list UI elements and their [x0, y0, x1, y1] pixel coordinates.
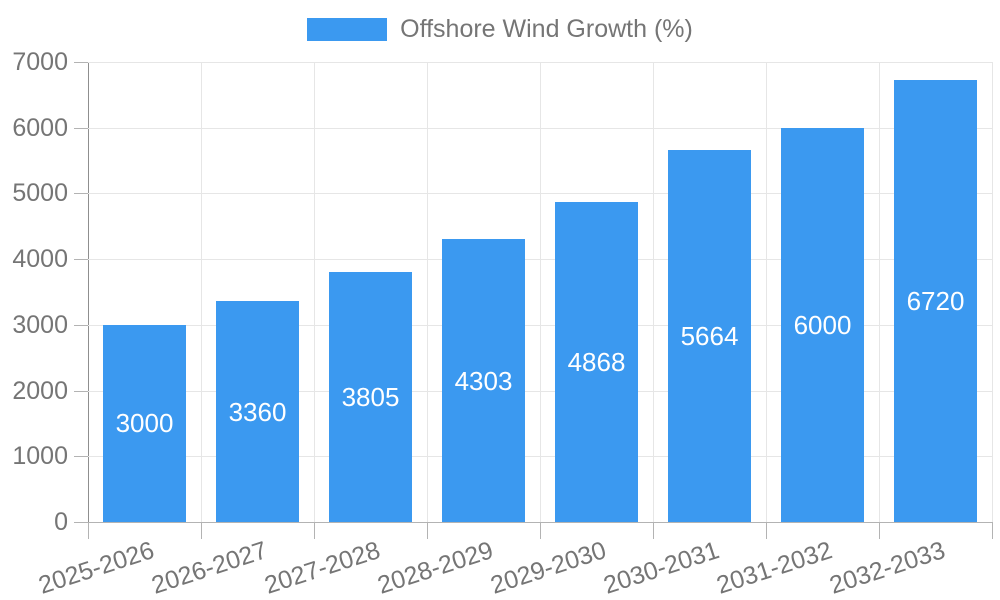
y-axis-tick-label: 0 [54, 508, 68, 536]
y-axis-tick-label: 4000 [12, 245, 68, 274]
chart-legend[interactable]: Offshore Wind Growth (%) [0, 17, 1000, 42]
y-axis-tick [74, 456, 88, 458]
bar-value-label: 6720 [906, 286, 965, 317]
bar-value-label: 3000 [115, 408, 174, 439]
x-axis-tick [540, 522, 541, 539]
x-axis-tick [314, 522, 315, 539]
x-gridline [879, 62, 880, 522]
y-axis-tick [74, 259, 88, 261]
bar-value-label: 3805 [341, 381, 400, 412]
bar-2031-2032[interactable]: 6000 [781, 127, 864, 522]
bar-2030-2031[interactable]: 5664 [668, 149, 751, 522]
x-axis-category-label: 2030-2031 [600, 536, 723, 600]
x-gridline [653, 62, 654, 522]
bar-2028-2029[interactable]: 4303 [442, 239, 525, 522]
x-gridline [766, 62, 767, 522]
bar-2029-2030[interactable]: 4868 [555, 202, 638, 522]
x-axis-category-label: 2031-2032 [713, 536, 836, 600]
bar-value-label: 4303 [454, 365, 513, 396]
x-gridline [427, 62, 428, 522]
legend-swatch-icon [307, 18, 388, 41]
bar-2026-2027[interactable]: 3360 [216, 301, 299, 522]
x-axis-category-label: 2032-2033 [826, 536, 949, 600]
x-axis-tick [88, 522, 89, 539]
y-axis-tick-label: 5000 [12, 179, 68, 208]
legend-label: Offshore Wind Growth (%) [400, 15, 693, 43]
y-axis-tick-label: 1000 [12, 442, 68, 471]
x-axis-tick [653, 522, 654, 539]
y-axis-tick [74, 127, 88, 129]
x-gridline [992, 62, 993, 522]
y-axis-tick-label: 2000 [12, 376, 68, 405]
y-axis-tick [74, 193, 88, 195]
y-axis-tick-label: 3000 [12, 310, 68, 339]
bar-value-label: 5664 [680, 320, 739, 351]
x-gridline [314, 62, 315, 522]
y-axis-tick-label: 7000 [12, 48, 68, 76]
plot-area: 3000 3360 3805 4303 4868 5664 6000 6720 [88, 62, 993, 522]
x-axis-category-label: 2027-2028 [261, 536, 384, 600]
bar-value-label: 6000 [793, 309, 852, 340]
x-gridline [540, 62, 541, 522]
x-gridline [201, 62, 202, 522]
y-axis-line [88, 62, 89, 522]
x-axis-category-label: 2026-2027 [148, 536, 271, 600]
y-axis-tick [74, 62, 88, 63]
bar-2025-2026[interactable]: 3000 [103, 324, 186, 522]
bar-value-label: 3360 [228, 396, 287, 427]
x-axis-tick [766, 522, 767, 539]
bar-value-label: 4868 [567, 347, 626, 378]
x-axis-category-label: 2029-2030 [487, 536, 610, 600]
bar-2032-2033[interactable]: 6720 [894, 80, 977, 522]
x-axis-tick [427, 522, 428, 539]
x-axis-tick [879, 522, 880, 539]
x-axis-category-label: 2028-2029 [374, 536, 497, 600]
y-axis-tick [74, 522, 88, 523]
x-axis-tick [992, 522, 993, 539]
y-axis-tick [74, 324, 88, 326]
y-axis-tick [74, 390, 88, 392]
y-axis-tick-label: 6000 [12, 113, 68, 142]
x-axis-category-label: 2025-2026 [35, 536, 158, 600]
x-axis-tick [201, 522, 202, 539]
bar-2027-2028[interactable]: 3805 [329, 271, 412, 522]
